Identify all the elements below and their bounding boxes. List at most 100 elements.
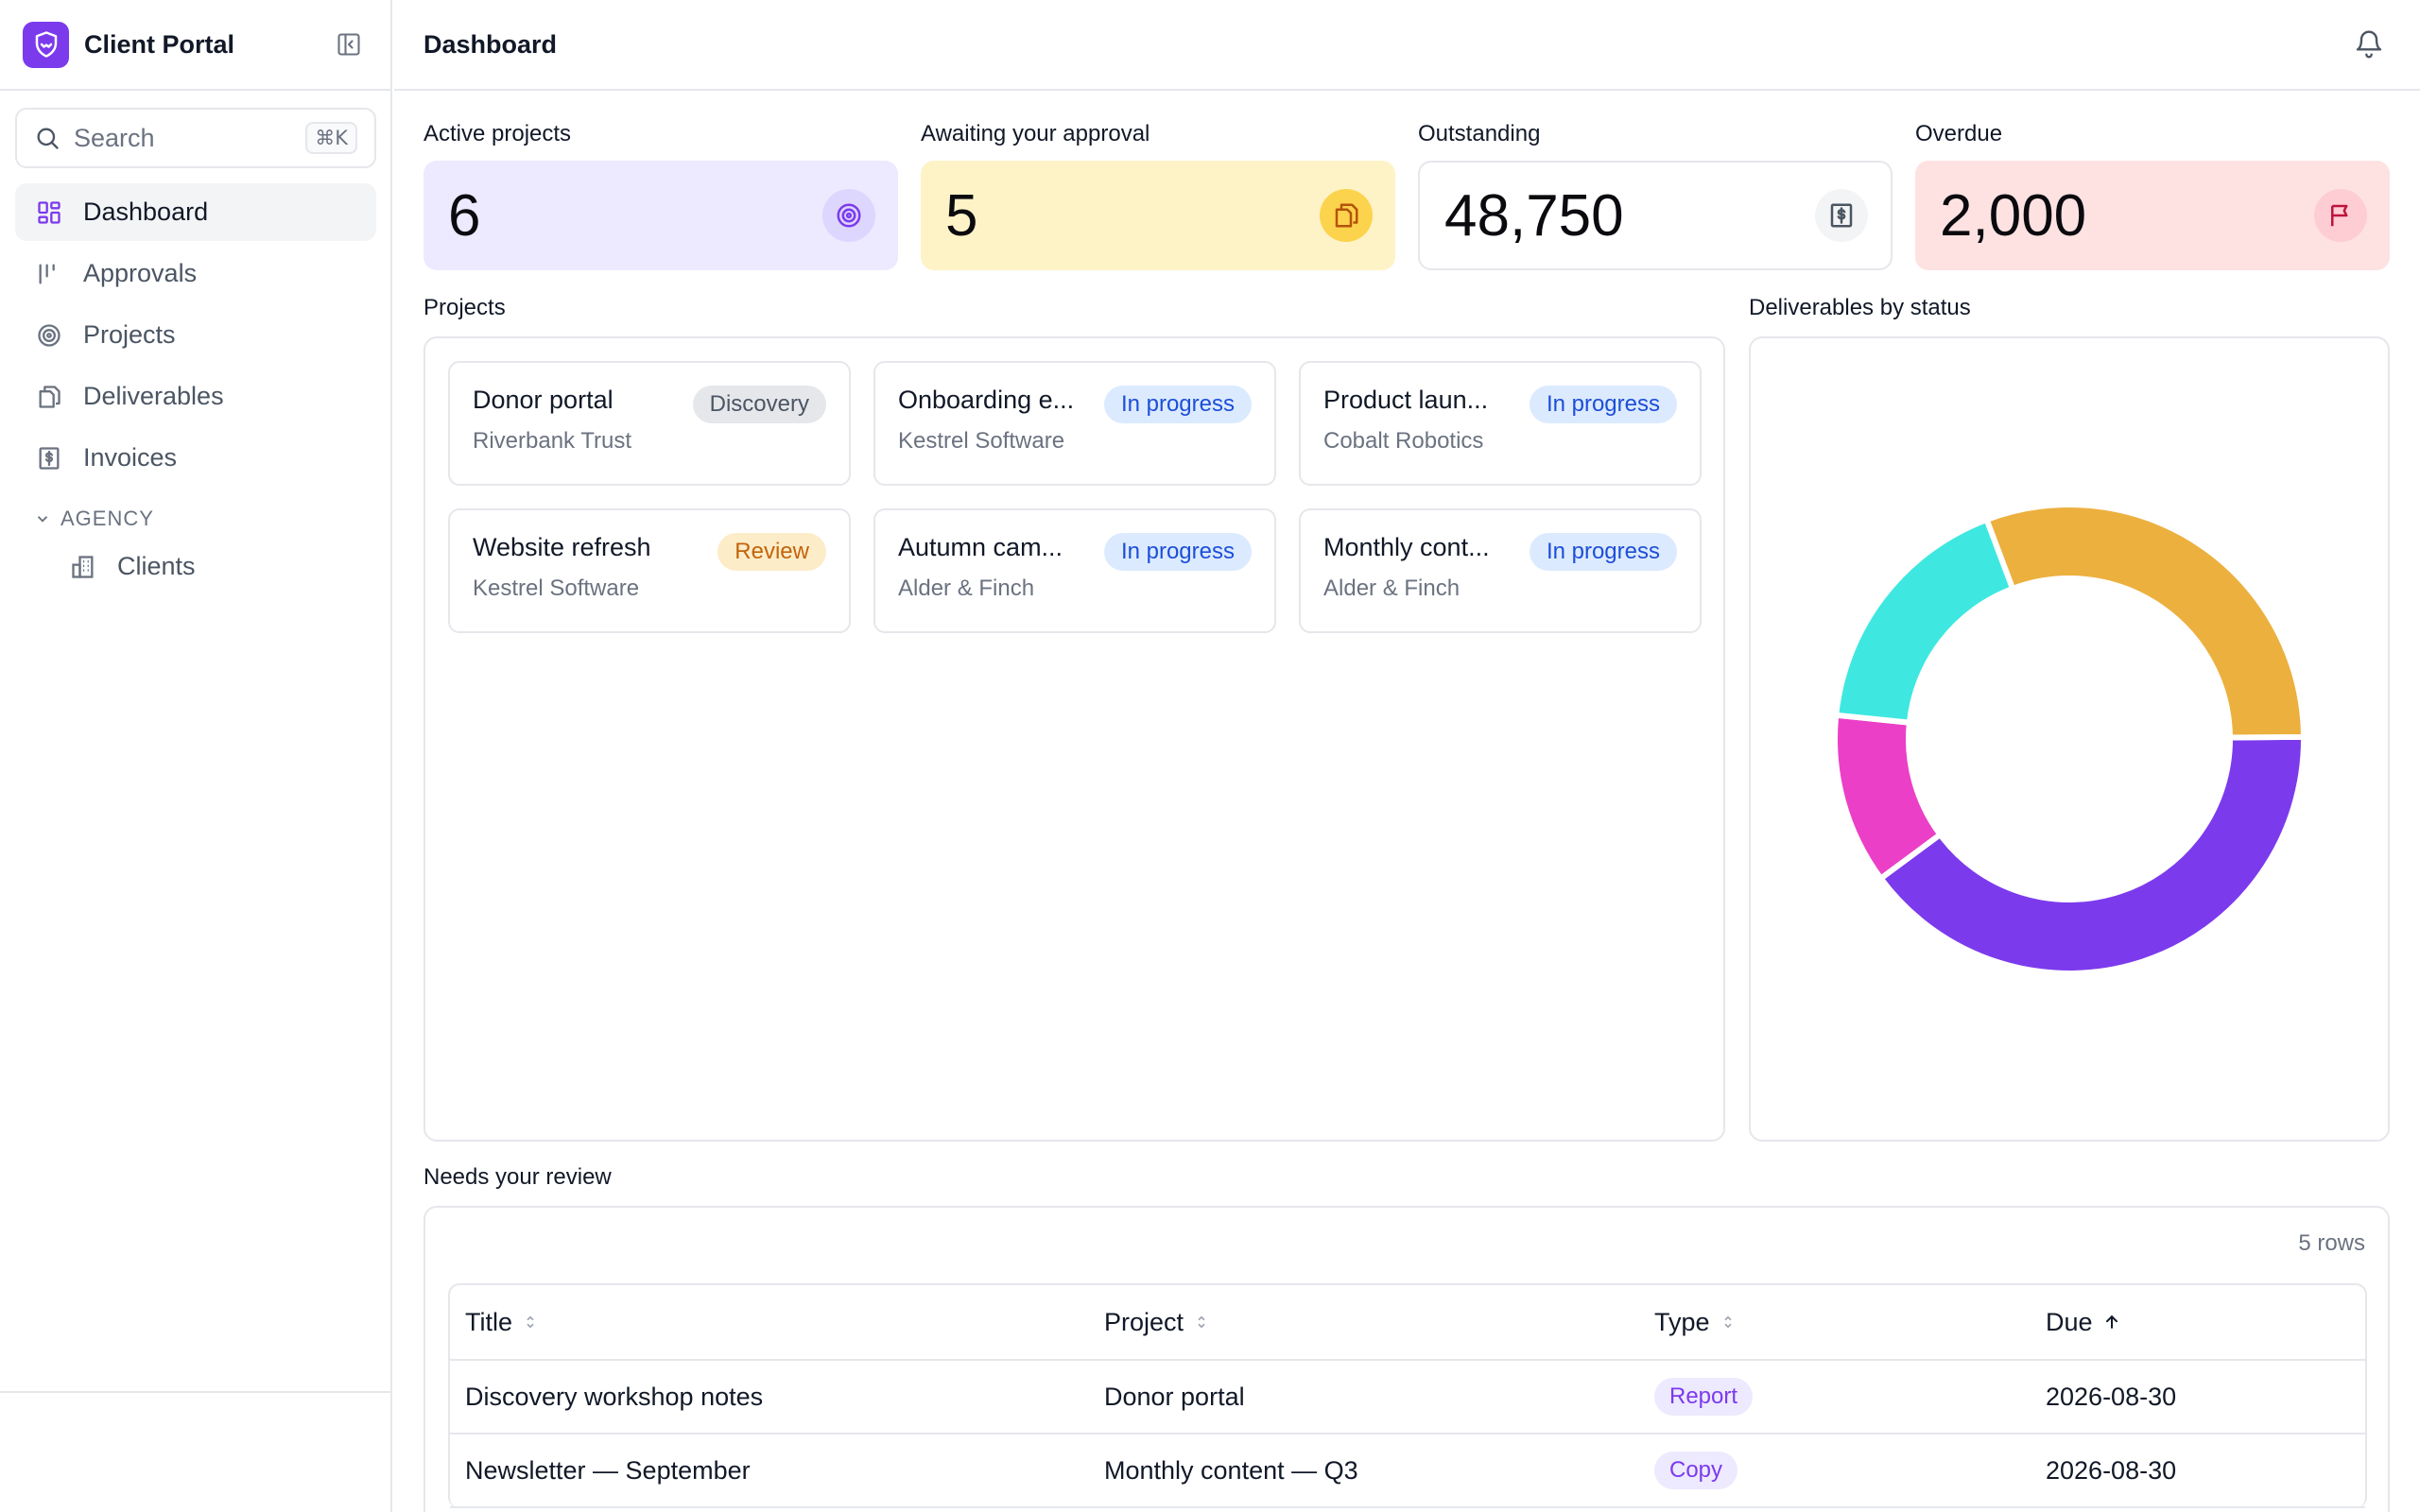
- section-agency[interactable]: AGENCY: [15, 500, 376, 538]
- project-card[interactable]: Product laun... Cobalt Robotics In progr…: [1299, 361, 1702, 486]
- sidebar-item-approvals[interactable]: Approvals: [15, 245, 376, 302]
- stat-active-projects: Active projects 6: [424, 119, 898, 270]
- stat-awaiting-approval: Awaiting your approval 5: [921, 119, 1395, 270]
- table-row[interactable]: Newsletter — September Monthly content —…: [450, 1435, 2365, 1508]
- invoice-icon: [39, 446, 60, 470]
- sidebar-footer-divider: [0, 1391, 392, 1393]
- flag-icon: [2331, 204, 2348, 227]
- project-name: Website refresh: [473, 533, 651, 561]
- cell-due: 2026-08-30: [2046, 1455, 2177, 1485]
- table-row[interactable]: Discovery workshop notes Donor portal Re…: [450, 1361, 2365, 1435]
- search-shortcut: ⌘K: [305, 122, 357, 154]
- rows-count: 5 rows: [2298, 1230, 2365, 1256]
- type-badge: Copy: [1654, 1452, 1738, 1489]
- sidebar-item-invoices[interactable]: Invoices: [15, 429, 376, 487]
- stat-card[interactable]: 2,000: [1915, 161, 2390, 270]
- sidebar-item-projects[interactable]: Projects: [15, 306, 376, 364]
- stat-card[interactable]: 48,750: [1418, 161, 1893, 270]
- column-header-type[interactable]: Type: [1639, 1308, 2031, 1337]
- sidebar-item-label: Invoices: [83, 443, 178, 472]
- app-title: Client Portal: [84, 29, 235, 59]
- deliverables-chart-panel: [1749, 336, 2390, 1142]
- building-icon: [72, 555, 94, 578]
- project-client: Kestrel Software: [898, 428, 1065, 454]
- stat-value: 48,750: [1444, 182, 1624, 249]
- status-badge: Discovery: [692, 386, 826, 423]
- logo: [23, 21, 69, 68]
- page-title: Dashboard: [424, 29, 558, 59]
- sidebar-item-clients[interactable]: Clients: [15, 538, 376, 595]
- status-badge: In progress: [1103, 386, 1252, 423]
- deliverables-donut-chart: [1832, 502, 2308, 976]
- sidebar-collapse-button[interactable]: [330, 26, 368, 63]
- project-card[interactable]: Website refresh Kestrel Software Review: [448, 508, 851, 633]
- dashboard-icon: [38, 200, 60, 224]
- status-badge: In progress: [1529, 386, 1677, 423]
- stat-value: 5: [945, 182, 978, 249]
- stat-outstanding: Outstanding 48,750: [1418, 119, 1893, 270]
- status-badge: Review: [717, 533, 826, 571]
- stat-label: Active projects: [424, 121, 572, 146]
- sidebar-item-label: Deliverables: [83, 382, 224, 410]
- sidebar-item-dashboard[interactable]: Dashboard: [15, 183, 376, 241]
- project-card[interactable]: Onboarding e... Kestrel Software In prog…: [873, 361, 1276, 486]
- notifications-button[interactable]: [2348, 24, 2390, 65]
- stat-value: 6: [448, 182, 481, 249]
- project-client: Cobalt Robotics: [1323, 428, 1484, 454]
- project-name: Monthly cont...: [1323, 533, 1490, 561]
- sidebar-item-label: Dashboard: [83, 198, 209, 226]
- project-name: Product laun...: [1323, 386, 1489, 414]
- project-card[interactable]: Monthly cont... Alder & Finch In progres…: [1299, 508, 1702, 633]
- stat-icon-wrap: [1815, 189, 1868, 242]
- arrow-up-icon: [2105, 1314, 2118, 1329]
- chevron-down-icon: [37, 516, 48, 523]
- stat-label: Overdue: [1915, 121, 2003, 146]
- cell-project: Monthly content — Q3: [1104, 1455, 1358, 1485]
- projects-panel: Donor portal Riverbank Trust Discovery O…: [424, 336, 1725, 1142]
- target-icon: [837, 203, 861, 228]
- sidebar-header: Client Portal: [0, 0, 390, 91]
- stat-card[interactable]: 6: [424, 161, 898, 270]
- donut-slice-0[interactable]: [1876, 733, 2307, 976]
- column-label: Due: [2046, 1307, 2093, 1336]
- review-table: Title Project Type Due Discovery worksho…: [448, 1283, 2367, 1508]
- sort-icon: [527, 1315, 534, 1329]
- cell-due: 2026-08-30: [2046, 1382, 2177, 1411]
- status-badge: In progress: [1103, 533, 1252, 571]
- stat-value: 2,000: [1940, 182, 2087, 249]
- table-header-row: Title Project Type Due: [450, 1285, 2365, 1361]
- donut-slice-2[interactable]: [1833, 516, 2017, 726]
- cell-type: Copy: [1639, 1452, 2031, 1489]
- cell-project: Donor portal: [1104, 1382, 1245, 1411]
- stat-icon-wrap: [1320, 189, 1373, 242]
- column-header-due[interactable]: Due: [2031, 1308, 2369, 1337]
- stats-row: Active projects 6 Awaiting your approval…: [424, 119, 2390, 270]
- column-label: Project: [1104, 1307, 1184, 1336]
- sort-icon: [1198, 1315, 1205, 1329]
- sidebar-item-label: Projects: [83, 320, 176, 349]
- status-badge: In progress: [1529, 533, 1677, 571]
- projects-grid: Donor portal Riverbank Trust Discovery O…: [448, 361, 1702, 633]
- column-header-project[interactable]: Project: [1089, 1308, 1639, 1337]
- sidebar-collapse-icon: [337, 33, 360, 56]
- column-header-title[interactable]: Title: [450, 1308, 1089, 1337]
- project-name: Onboarding e...: [898, 386, 1075, 414]
- copy-icon: [39, 385, 60, 408]
- project-card[interactable]: Donor portal Riverbank Trust Discovery: [448, 361, 851, 486]
- project-card[interactable]: Autumn cam... Alder & Finch In progress: [873, 508, 1276, 633]
- stat-label: Awaiting your approval: [921, 121, 1150, 146]
- search-box[interactable]: ⌘K: [15, 108, 376, 168]
- search-icon: [37, 128, 59, 149]
- review-title: Needs your review: [424, 1164, 612, 1190]
- target-icon: [38, 323, 60, 347]
- cell-type: Report: [1639, 1378, 2031, 1416]
- project-name: Autumn cam...: [898, 533, 1063, 561]
- bell-icon: [2356, 30, 2382, 59]
- sidebar-item-deliverables[interactable]: Deliverables: [15, 368, 376, 425]
- main-content: Dashboard Active projects 6 Awaiting you…: [394, 0, 2420, 1512]
- review-panel: 5 rows Title Project Type Due: [424, 1206, 2390, 1512]
- donut-slice-3[interactable]: [1982, 502, 2308, 741]
- stat-overdue: Overdue 2,000: [1915, 119, 2390, 270]
- stat-card[interactable]: 5: [921, 161, 1395, 270]
- search-input[interactable]: [74, 123, 306, 153]
